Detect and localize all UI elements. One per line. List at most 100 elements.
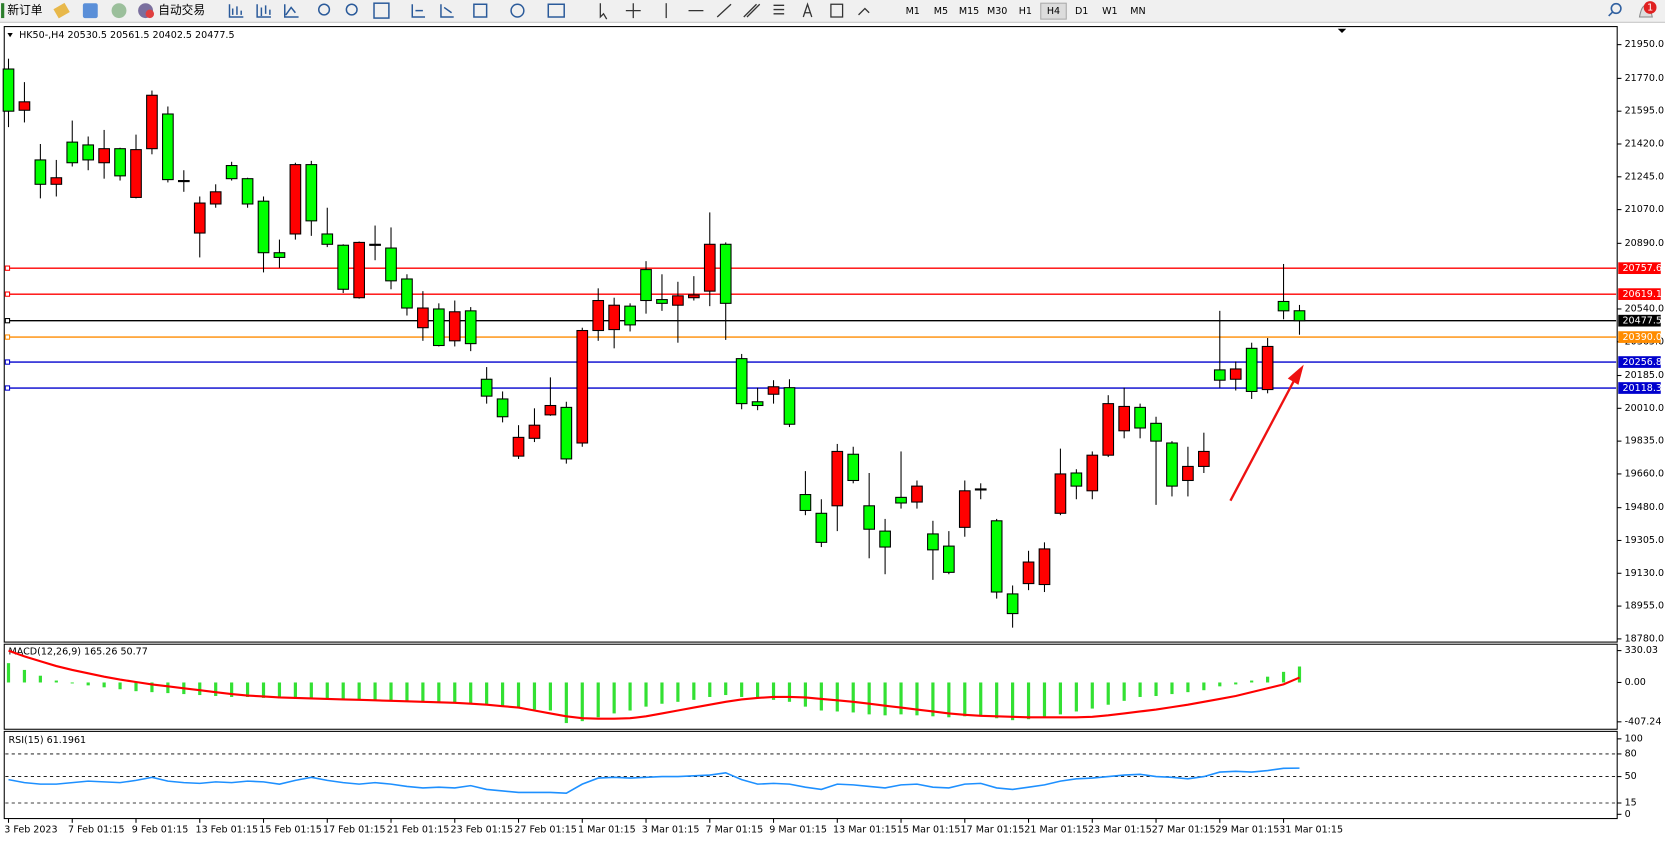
timeframe-button[interactable]: H1 [1013, 3, 1039, 19]
button-label: M30 [987, 6, 1007, 17]
price-level-line-label: 20118.3 [1622, 383, 1661, 394]
x-tick-label: 15 Mar 01:15 [897, 825, 961, 836]
x-tick-label: 23 Mar 01:15 [1088, 825, 1152, 836]
macd-bar [1186, 682, 1190, 693]
timeframe-button[interactable]: MN [1125, 3, 1151, 19]
candle-body [1229, 368, 1242, 380]
macd-bar [708, 682, 712, 697]
icon[interactable] [510, 3, 525, 18]
x-tick-label: 17 Feb 01:15 [323, 825, 386, 836]
arrows-tool[interactable] [858, 7, 870, 16]
y-tick-label: 19305.0 [1625, 535, 1664, 546]
fibo-tool[interactable] [773, 4, 785, 15]
y-tick-label: 18780.0 [1625, 633, 1664, 644]
y-tick-label: 19835.0 [1625, 436, 1664, 447]
rsi-line [8, 767, 1300, 794]
macd-bar [771, 682, 776, 700]
candle-body [656, 299, 668, 304]
y-tick-label: 0.00 [1625, 677, 1646, 688]
macd-bar [277, 682, 282, 699]
icon[interactable] [547, 3, 565, 18]
notifications[interactable]: 1 [1638, 1, 1657, 18]
icon[interactable] [82, 3, 98, 19]
macd-bar [883, 682, 887, 716]
macd-bar [485, 682, 489, 705]
macd-bar [54, 680, 58, 683]
icon[interactable] [256, 4, 271, 18]
icon[interactable] [440, 4, 454, 18]
macd-bar [979, 682, 983, 717]
macd-bar [214, 682, 218, 697]
x-tick-label: 13 Mar 01:15 [833, 825, 897, 836]
icon[interactable] [473, 3, 488, 18]
candle-body [1293, 310, 1306, 322]
trendline-tool[interactable] [716, 3, 732, 18]
macd-bar [1042, 682, 1047, 718]
icon[interactable] [411, 4, 426, 18]
macd-bar [628, 682, 632, 711]
candle-body [1261, 345, 1274, 391]
icon[interactable] [53, 2, 70, 19]
icon[interactable] [228, 4, 244, 18]
candle-body [193, 202, 206, 234]
macd-bar [1026, 682, 1031, 720]
new-order-button[interactable]: 新订单 [1, 3, 43, 19]
y-tick-label: -407.24 [1625, 716, 1662, 727]
macd-bar [564, 682, 568, 724]
y-tick-label: 20185.0 [1625, 370, 1664, 381]
price-level-line-handle [4, 265, 11, 271]
x-tick-label: 3 Mar 01:15 [642, 825, 700, 836]
timeframe-button[interactable]: H4 [1040, 2, 1067, 20]
price-level-line-handle [4, 334, 11, 340]
macd-bar [835, 682, 839, 712]
candle-body [863, 505, 876, 530]
button-label: M1 [906, 6, 920, 17]
y-tick-label: 19480.0 [1625, 502, 1664, 513]
channel-tool[interactable] [743, 3, 761, 18]
symbol-menu[interactable] [7, 32, 13, 38]
timeframe-button[interactable]: M15 [956, 3, 982, 19]
toolbar [0, 0, 1665, 23]
timeframe-button[interactable]: M5 [928, 3, 954, 19]
timeframe-button[interactable]: D1 [1069, 3, 1095, 19]
icon[interactable] [345, 3, 358, 16]
candle-body [735, 358, 748, 405]
icon[interactable] [111, 3, 127, 19]
macd-bar [660, 682, 664, 704]
search-icon[interactable] [1608, 11, 1614, 17]
candle-body [1134, 406, 1146, 429]
text-tool[interactable] [802, 2, 813, 18]
indicator-name: MACD(12,26,9) [9, 646, 81, 657]
search-icon[interactable] [1610, 2, 1622, 15]
candle-body [130, 149, 142, 198]
icon[interactable] [284, 4, 299, 18]
macd-bar [309, 682, 313, 699]
macd-bar [1281, 671, 1286, 683]
candle-body [1277, 300, 1290, 312]
candle-body [847, 453, 860, 482]
icon[interactable] [373, 2, 390, 19]
candle-body [496, 398, 509, 418]
timeframe-button[interactable]: M30 [984, 3, 1010, 19]
candle-body [1102, 403, 1115, 456]
cursor-tool[interactable] [599, 3, 608, 20]
candle-body [560, 406, 573, 460]
y-tick-label: 18955.0 [1625, 601, 1664, 612]
auto-trading-button[interactable]: 自动交易 [138, 3, 205, 19]
timeframe-button[interactable]: W1 [1097, 3, 1123, 19]
candle-body [1070, 472, 1083, 487]
candle-body [225, 165, 238, 180]
price-level-line-handle [4, 291, 11, 297]
macd-bar [1170, 682, 1174, 695]
candle-body [576, 329, 589, 444]
crosshair-tool[interactable] [625, 3, 641, 19]
candle-body [512, 436, 525, 457]
chart-header: HK50-,H4 20530.5 20561.5 20402.5 20477.5 [19, 30, 234, 41]
label-tool[interactable] [830, 3, 844, 18]
macd-bar [548, 682, 552, 711]
candle-body [353, 241, 365, 299]
icon[interactable] [318, 3, 331, 16]
current-price-line-box [1618, 314, 1661, 327]
timeframe-button[interactable]: M1 [900, 3, 926, 19]
